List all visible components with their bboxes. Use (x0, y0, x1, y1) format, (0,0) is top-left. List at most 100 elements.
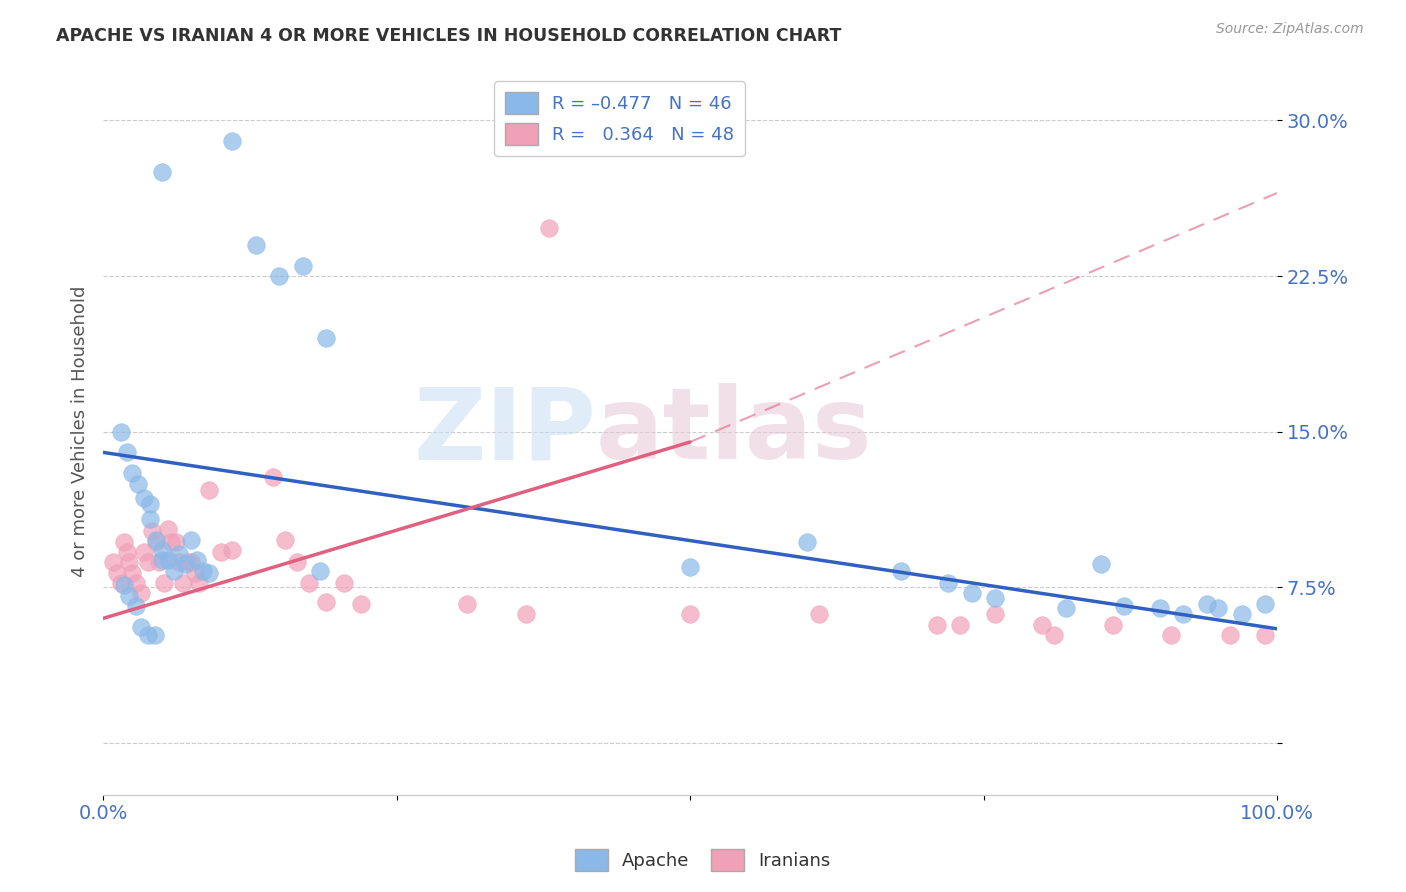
Point (112, 578, 135, 592)
Point (538, 221, 561, 235)
Point (1219, 628, 1241, 642)
Point (136, 628, 159, 642)
Point (156, 553, 179, 567)
Point (145, 533, 167, 547)
Point (808, 607, 831, 622)
Point (115, 545, 138, 559)
Point (118, 589, 141, 603)
Point (515, 607, 537, 622)
Text: APACHE VS IRANIAN 4 OR MORE VEHICLES IN HOUSEHOLD CORRELATION CHART: APACHE VS IRANIAN 4 OR MORE VEHICLES IN … (56, 27, 842, 45)
Point (105, 566, 128, 580)
Point (936, 576, 959, 591)
Point (125, 576, 148, 591)
Point (160, 534, 183, 549)
Text: Source: ZipAtlas.com: Source: ZipAtlas.com (1216, 22, 1364, 37)
Point (183, 566, 205, 580)
Point (112, 534, 135, 549)
Point (925, 617, 948, 632)
Point (1206, 601, 1229, 615)
Point (118, 555, 141, 569)
Point (1054, 601, 1077, 615)
Point (169, 555, 191, 569)
Point (197, 566, 219, 580)
Point (188, 576, 211, 591)
Point (125, 599, 148, 613)
Point (269, 268, 291, 283)
Point (145, 534, 167, 549)
Point (1149, 601, 1171, 615)
Point (221, 134, 243, 148)
Point (134, 491, 156, 505)
Point (315, 595, 337, 609)
Point (350, 597, 373, 611)
Point (176, 555, 198, 569)
Point (1101, 617, 1123, 632)
Point (134, 545, 156, 559)
Point (297, 576, 319, 591)
Point (148, 555, 170, 569)
Point (796, 534, 818, 549)
Point (456, 597, 478, 611)
Text: ZIP: ZIP (413, 384, 596, 480)
Point (180, 533, 202, 547)
Point (110, 576, 132, 591)
Point (315, 331, 337, 345)
Point (1171, 607, 1194, 622)
Point (165, 534, 187, 549)
Point (191, 564, 214, 578)
Point (197, 483, 219, 497)
Point (139, 497, 162, 511)
Point (150, 165, 173, 179)
Point (127, 476, 149, 491)
Point (1254, 628, 1277, 642)
Point (1114, 599, 1136, 613)
Point (285, 555, 308, 569)
Point (274, 533, 297, 547)
Point (121, 566, 143, 580)
Y-axis label: 4 or more Vehicles in Household: 4 or more Vehicles in Household (72, 286, 89, 577)
Point (186, 553, 208, 567)
Point (174, 558, 197, 572)
Point (143, 628, 166, 642)
Point (890, 564, 912, 578)
Point (245, 238, 267, 252)
Point (169, 547, 191, 561)
Point (209, 545, 232, 559)
Point (262, 470, 284, 484)
Point (139, 512, 162, 526)
Point (1031, 617, 1053, 632)
Point (1254, 597, 1277, 611)
Legend: R = –0.477   N = 46, R =   0.364   N = 48: R = –0.477 N = 46, R = 0.364 N = 48 (495, 81, 745, 156)
Text: atlas: atlas (596, 384, 873, 480)
Point (150, 553, 173, 567)
Point (162, 564, 184, 578)
Point (1160, 628, 1182, 642)
Point (984, 607, 1007, 622)
Point (309, 564, 332, 578)
Point (1090, 558, 1112, 572)
Point (129, 620, 152, 634)
Point (679, 607, 702, 622)
Point (984, 591, 1007, 605)
Point (291, 259, 314, 273)
Point (141, 524, 163, 539)
Legend: Apache, Iranians: Apache, Iranians (568, 842, 838, 879)
Point (1043, 628, 1066, 642)
Point (679, 559, 702, 574)
Point (136, 555, 159, 569)
Point (115, 445, 138, 459)
Point (153, 576, 176, 591)
Point (1230, 607, 1253, 622)
Point (101, 555, 124, 569)
Point (949, 617, 972, 632)
Point (121, 466, 143, 480)
Point (150, 542, 173, 557)
Point (110, 425, 132, 439)
Point (332, 576, 354, 591)
Point (172, 576, 194, 591)
Point (1195, 597, 1218, 611)
Point (129, 586, 152, 600)
Point (180, 555, 202, 569)
Point (156, 522, 179, 536)
Point (221, 542, 243, 557)
